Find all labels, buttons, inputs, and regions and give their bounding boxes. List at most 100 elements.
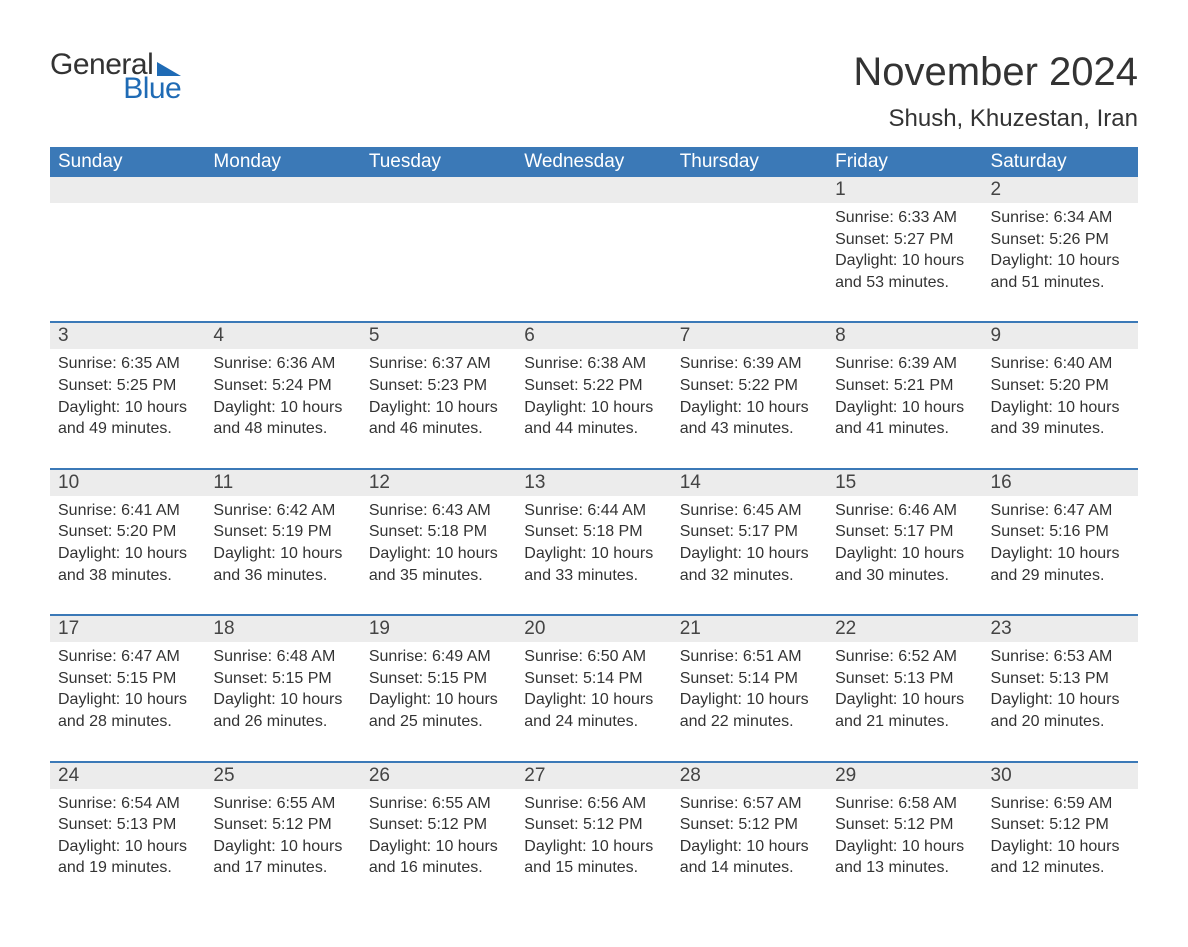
day-number: 12 <box>361 468 516 496</box>
sunrise-text: Sunrise: 6:47 AM <box>991 500 1130 522</box>
day-number: 9 <box>983 321 1138 349</box>
day-details: Sunrise: 6:34 AMSunset: 5:26 PMDaylight:… <box>983 203 1138 293</box>
weekday-header-row: Sunday Monday Tuesday Wednesday Thursday… <box>50 147 1138 177</box>
sunrise-text: Sunrise: 6:57 AM <box>680 793 819 815</box>
empty-day-bar <box>672 177 827 203</box>
day-number: 4 <box>205 321 360 349</box>
day-number: 7 <box>672 321 827 349</box>
sunset-text: Sunset: 5:27 PM <box>835 229 974 251</box>
day-details: Sunrise: 6:50 AMSunset: 5:14 PMDaylight:… <box>516 642 671 732</box>
sunrise-text: Sunrise: 6:48 AM <box>213 646 352 668</box>
sunrise-text: Sunrise: 6:52 AM <box>835 646 974 668</box>
daylight-text: Daylight: 10 hours and 44 minutes. <box>524 397 663 440</box>
sunrise-text: Sunrise: 6:33 AM <box>835 207 974 229</box>
day-details: Sunrise: 6:44 AMSunset: 5:18 PMDaylight:… <box>516 496 671 586</box>
sunrise-text: Sunrise: 6:55 AM <box>213 793 352 815</box>
day-number: 5 <box>361 321 516 349</box>
day-number: 23 <box>983 614 1138 642</box>
sunset-text: Sunset: 5:12 PM <box>680 814 819 836</box>
weekday-thursday: Thursday <box>672 147 827 177</box>
sunrise-text: Sunrise: 6:54 AM <box>58 793 197 815</box>
empty-day-bar <box>205 177 360 203</box>
sunrise-text: Sunrise: 6:51 AM <box>680 646 819 668</box>
calendar-cell: 3Sunrise: 6:35 AMSunset: 5:25 PMDaylight… <box>50 321 205 467</box>
calendar-cell <box>205 177 360 321</box>
sunset-text: Sunset: 5:15 PM <box>369 668 508 690</box>
daylight-text: Daylight: 10 hours and 53 minutes. <box>835 250 974 293</box>
calendar-cell: 20Sunrise: 6:50 AMSunset: 5:14 PMDayligh… <box>516 614 671 760</box>
sunset-text: Sunset: 5:15 PM <box>213 668 352 690</box>
empty-day-bar <box>50 177 205 203</box>
sunset-text: Sunset: 5:12 PM <box>213 814 352 836</box>
sunrise-text: Sunrise: 6:41 AM <box>58 500 197 522</box>
day-number: 11 <box>205 468 360 496</box>
calendar-cell: 13Sunrise: 6:44 AMSunset: 5:18 PMDayligh… <box>516 468 671 614</box>
calendar-cell: 26Sunrise: 6:55 AMSunset: 5:12 PMDayligh… <box>361 761 516 907</box>
day-number: 29 <box>827 761 982 789</box>
day-number: 19 <box>361 614 516 642</box>
calendar-cell: 9Sunrise: 6:40 AMSunset: 5:20 PMDaylight… <box>983 321 1138 467</box>
calendar-cell <box>516 177 671 321</box>
daylight-text: Daylight: 10 hours and 29 minutes. <box>991 543 1130 586</box>
calendar-table: Sunday Monday Tuesday Wednesday Thursday… <box>50 147 1138 907</box>
daylight-text: Daylight: 10 hours and 43 minutes. <box>680 397 819 440</box>
day-details: Sunrise: 6:55 AMSunset: 5:12 PMDaylight:… <box>361 789 516 879</box>
daylight-text: Daylight: 10 hours and 12 minutes. <box>991 836 1130 879</box>
sunset-text: Sunset: 5:21 PM <box>835 375 974 397</box>
sunset-text: Sunset: 5:14 PM <box>680 668 819 690</box>
day-number: 21 <box>672 614 827 642</box>
daylight-text: Daylight: 10 hours and 16 minutes. <box>369 836 508 879</box>
sunset-text: Sunset: 5:23 PM <box>369 375 508 397</box>
day-number: 30 <box>983 761 1138 789</box>
day-details: Sunrise: 6:51 AMSunset: 5:14 PMDaylight:… <box>672 642 827 732</box>
sunset-text: Sunset: 5:17 PM <box>680 521 819 543</box>
calendar-cell: 5Sunrise: 6:37 AMSunset: 5:23 PMDaylight… <box>361 321 516 467</box>
day-number: 14 <box>672 468 827 496</box>
day-details: Sunrise: 6:39 AMSunset: 5:21 PMDaylight:… <box>827 349 982 439</box>
day-details: Sunrise: 6:59 AMSunset: 5:12 PMDaylight:… <box>983 789 1138 879</box>
calendar-week-row: 10Sunrise: 6:41 AMSunset: 5:20 PMDayligh… <box>50 468 1138 614</box>
daylight-text: Daylight: 10 hours and 38 minutes. <box>58 543 197 586</box>
daylight-text: Daylight: 10 hours and 33 minutes. <box>524 543 663 586</box>
day-number: 13 <box>516 468 671 496</box>
sunset-text: Sunset: 5:12 PM <box>369 814 508 836</box>
day-details: Sunrise: 6:38 AMSunset: 5:22 PMDaylight:… <box>516 349 671 439</box>
day-number: 10 <box>50 468 205 496</box>
day-number: 2 <box>983 177 1138 203</box>
daylight-text: Daylight: 10 hours and 26 minutes. <box>213 689 352 732</box>
daylight-text: Daylight: 10 hours and 24 minutes. <box>524 689 663 732</box>
sunset-text: Sunset: 5:24 PM <box>213 375 352 397</box>
calendar-cell: 8Sunrise: 6:39 AMSunset: 5:21 PMDaylight… <box>827 321 982 467</box>
day-details: Sunrise: 6:36 AMSunset: 5:24 PMDaylight:… <box>205 349 360 439</box>
day-details: Sunrise: 6:45 AMSunset: 5:17 PMDaylight:… <box>672 496 827 586</box>
sunrise-text: Sunrise: 6:40 AM <box>991 353 1130 375</box>
brand-logo: General Blue <box>50 50 181 104</box>
day-number: 27 <box>516 761 671 789</box>
sunrise-text: Sunrise: 6:42 AM <box>213 500 352 522</box>
calendar-cell: 25Sunrise: 6:55 AMSunset: 5:12 PMDayligh… <box>205 761 360 907</box>
day-details: Sunrise: 6:35 AMSunset: 5:25 PMDaylight:… <box>50 349 205 439</box>
sunrise-text: Sunrise: 6:55 AM <box>369 793 508 815</box>
calendar-cell: 21Sunrise: 6:51 AMSunset: 5:14 PMDayligh… <box>672 614 827 760</box>
sunrise-text: Sunrise: 6:59 AM <box>991 793 1130 815</box>
day-number: 28 <box>672 761 827 789</box>
calendar-cell <box>672 177 827 321</box>
calendar-cell: 4Sunrise: 6:36 AMSunset: 5:24 PMDaylight… <box>205 321 360 467</box>
calendar-cell <box>361 177 516 321</box>
daylight-text: Daylight: 10 hours and 51 minutes. <box>991 250 1130 293</box>
day-details: Sunrise: 6:57 AMSunset: 5:12 PMDaylight:… <box>672 789 827 879</box>
day-details: Sunrise: 6:39 AMSunset: 5:22 PMDaylight:… <box>672 349 827 439</box>
sunset-text: Sunset: 5:12 PM <box>835 814 974 836</box>
calendar-week-row: 1Sunrise: 6:33 AMSunset: 5:27 PMDaylight… <box>50 177 1138 321</box>
sunset-text: Sunset: 5:13 PM <box>835 668 974 690</box>
day-number: 17 <box>50 614 205 642</box>
day-details: Sunrise: 6:47 AMSunset: 5:15 PMDaylight:… <box>50 642 205 732</box>
calendar-cell: 6Sunrise: 6:38 AMSunset: 5:22 PMDaylight… <box>516 321 671 467</box>
calendar-cell: 23Sunrise: 6:53 AMSunset: 5:13 PMDayligh… <box>983 614 1138 760</box>
sunset-text: Sunset: 5:20 PM <box>58 521 197 543</box>
day-details: Sunrise: 6:47 AMSunset: 5:16 PMDaylight:… <box>983 496 1138 586</box>
day-number: 24 <box>50 761 205 789</box>
day-number: 18 <box>205 614 360 642</box>
sunrise-text: Sunrise: 6:36 AM <box>213 353 352 375</box>
calendar-cell: 22Sunrise: 6:52 AMSunset: 5:13 PMDayligh… <box>827 614 982 760</box>
